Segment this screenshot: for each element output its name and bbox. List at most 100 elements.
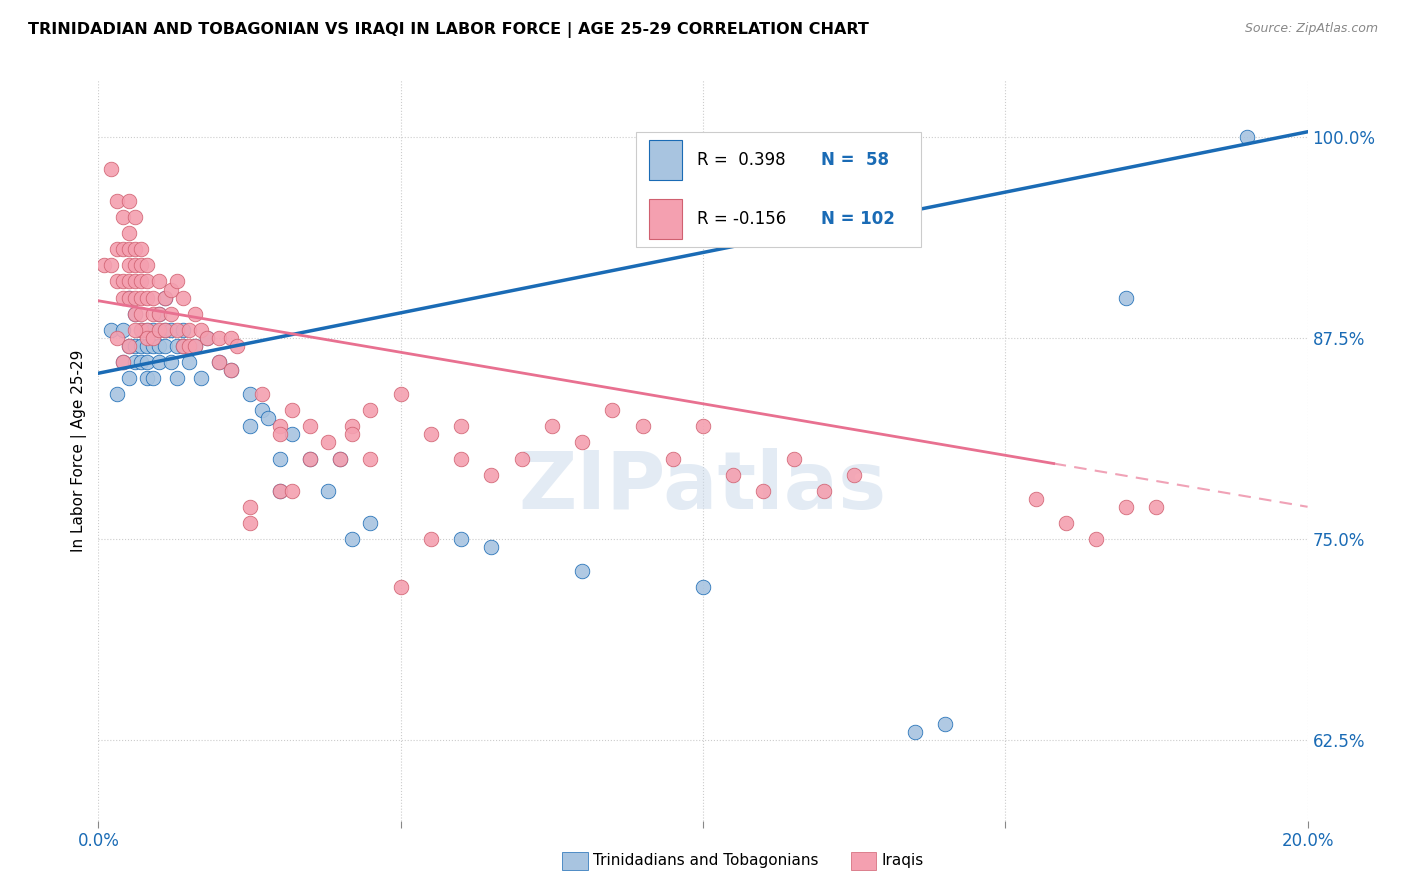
Point [111,275,134,289]
Point [111,355,134,369]
Point [160,323,183,337]
Point [160,283,183,297]
Text: TRINIDADIAN AND TOBAGONIAN VS IRAQI IN LABOR FORCE | AGE 25-29 CORRELATION CHART: TRINIDADIAN AND TOBAGONIAN VS IRAQI IN L… [28,22,869,38]
Point [299,451,322,466]
Point [118,242,141,256]
Point [329,451,352,466]
Text: Source: ZipAtlas.com: Source: ZipAtlas.com [1244,22,1378,36]
Point [129,275,152,289]
Point [419,532,441,546]
Point [111,210,134,224]
Point [100,258,122,272]
Point [281,483,304,498]
Point [342,427,364,442]
Point [389,387,412,401]
Point [118,339,141,353]
Text: N =  58: N = 58 [821,151,890,169]
Bar [648,199,682,239]
Point [239,419,262,434]
Point [450,532,472,546]
Point [571,564,593,578]
Point [129,291,152,305]
Point [129,323,152,337]
Point [1085,532,1108,546]
Point [184,339,207,353]
Point [148,355,170,369]
Point [299,451,322,466]
Point [190,323,212,337]
Point [118,258,141,272]
Text: Trinidadians and Tobagonians: Trinidadians and Tobagonians [593,854,818,868]
Point [510,451,533,466]
Point [153,291,176,305]
Point [269,427,291,442]
Point [239,500,262,514]
Text: Iraqis: Iraqis [882,854,924,868]
Point [281,427,304,442]
Point [1024,491,1046,506]
Point [148,339,170,353]
Point [129,307,152,321]
Point [153,323,176,337]
Text: R = -0.156: R = -0.156 [697,211,786,228]
Point [172,291,194,305]
Point [129,258,152,272]
Point [129,339,152,353]
Point [160,355,183,369]
Point [934,717,956,731]
Point [105,194,128,208]
Text: N = 102: N = 102 [821,211,896,228]
Point [135,371,157,385]
Point [148,323,170,337]
Point [281,403,304,417]
Point [208,331,231,345]
Point [195,331,218,345]
Point [153,291,176,305]
Point [208,355,231,369]
Point [226,339,249,353]
Point [360,516,382,530]
Point [661,451,683,466]
Point [571,435,593,450]
Point [782,451,804,466]
Point [118,339,141,353]
Point [172,339,194,353]
Point [111,323,134,337]
Point [481,540,503,554]
Point [148,307,170,321]
Point [360,403,382,417]
Point [142,371,165,385]
Point [184,307,207,321]
Point [1144,500,1167,514]
Point [166,323,188,337]
Point [166,371,188,385]
Point [195,331,218,345]
Point [813,483,835,498]
Point [450,451,472,466]
Point [142,331,165,345]
Point [1054,516,1077,530]
Point [118,371,141,385]
Point [239,516,262,530]
Point [129,242,152,256]
Point [342,419,364,434]
Point [135,258,157,272]
Point [124,323,146,337]
Point [172,339,194,353]
Point [177,355,201,369]
Point [1115,500,1137,514]
Point [166,339,188,353]
Text: R =  0.398: R = 0.398 [697,151,786,169]
Point [419,427,441,442]
Point [118,194,141,208]
Point [124,258,146,272]
Point [124,355,146,369]
Point [153,323,176,337]
Point [142,291,165,305]
Point [129,355,152,369]
Point [721,467,744,482]
Point [124,242,146,256]
Point [135,323,157,337]
Point [329,451,352,466]
Point [342,532,364,546]
